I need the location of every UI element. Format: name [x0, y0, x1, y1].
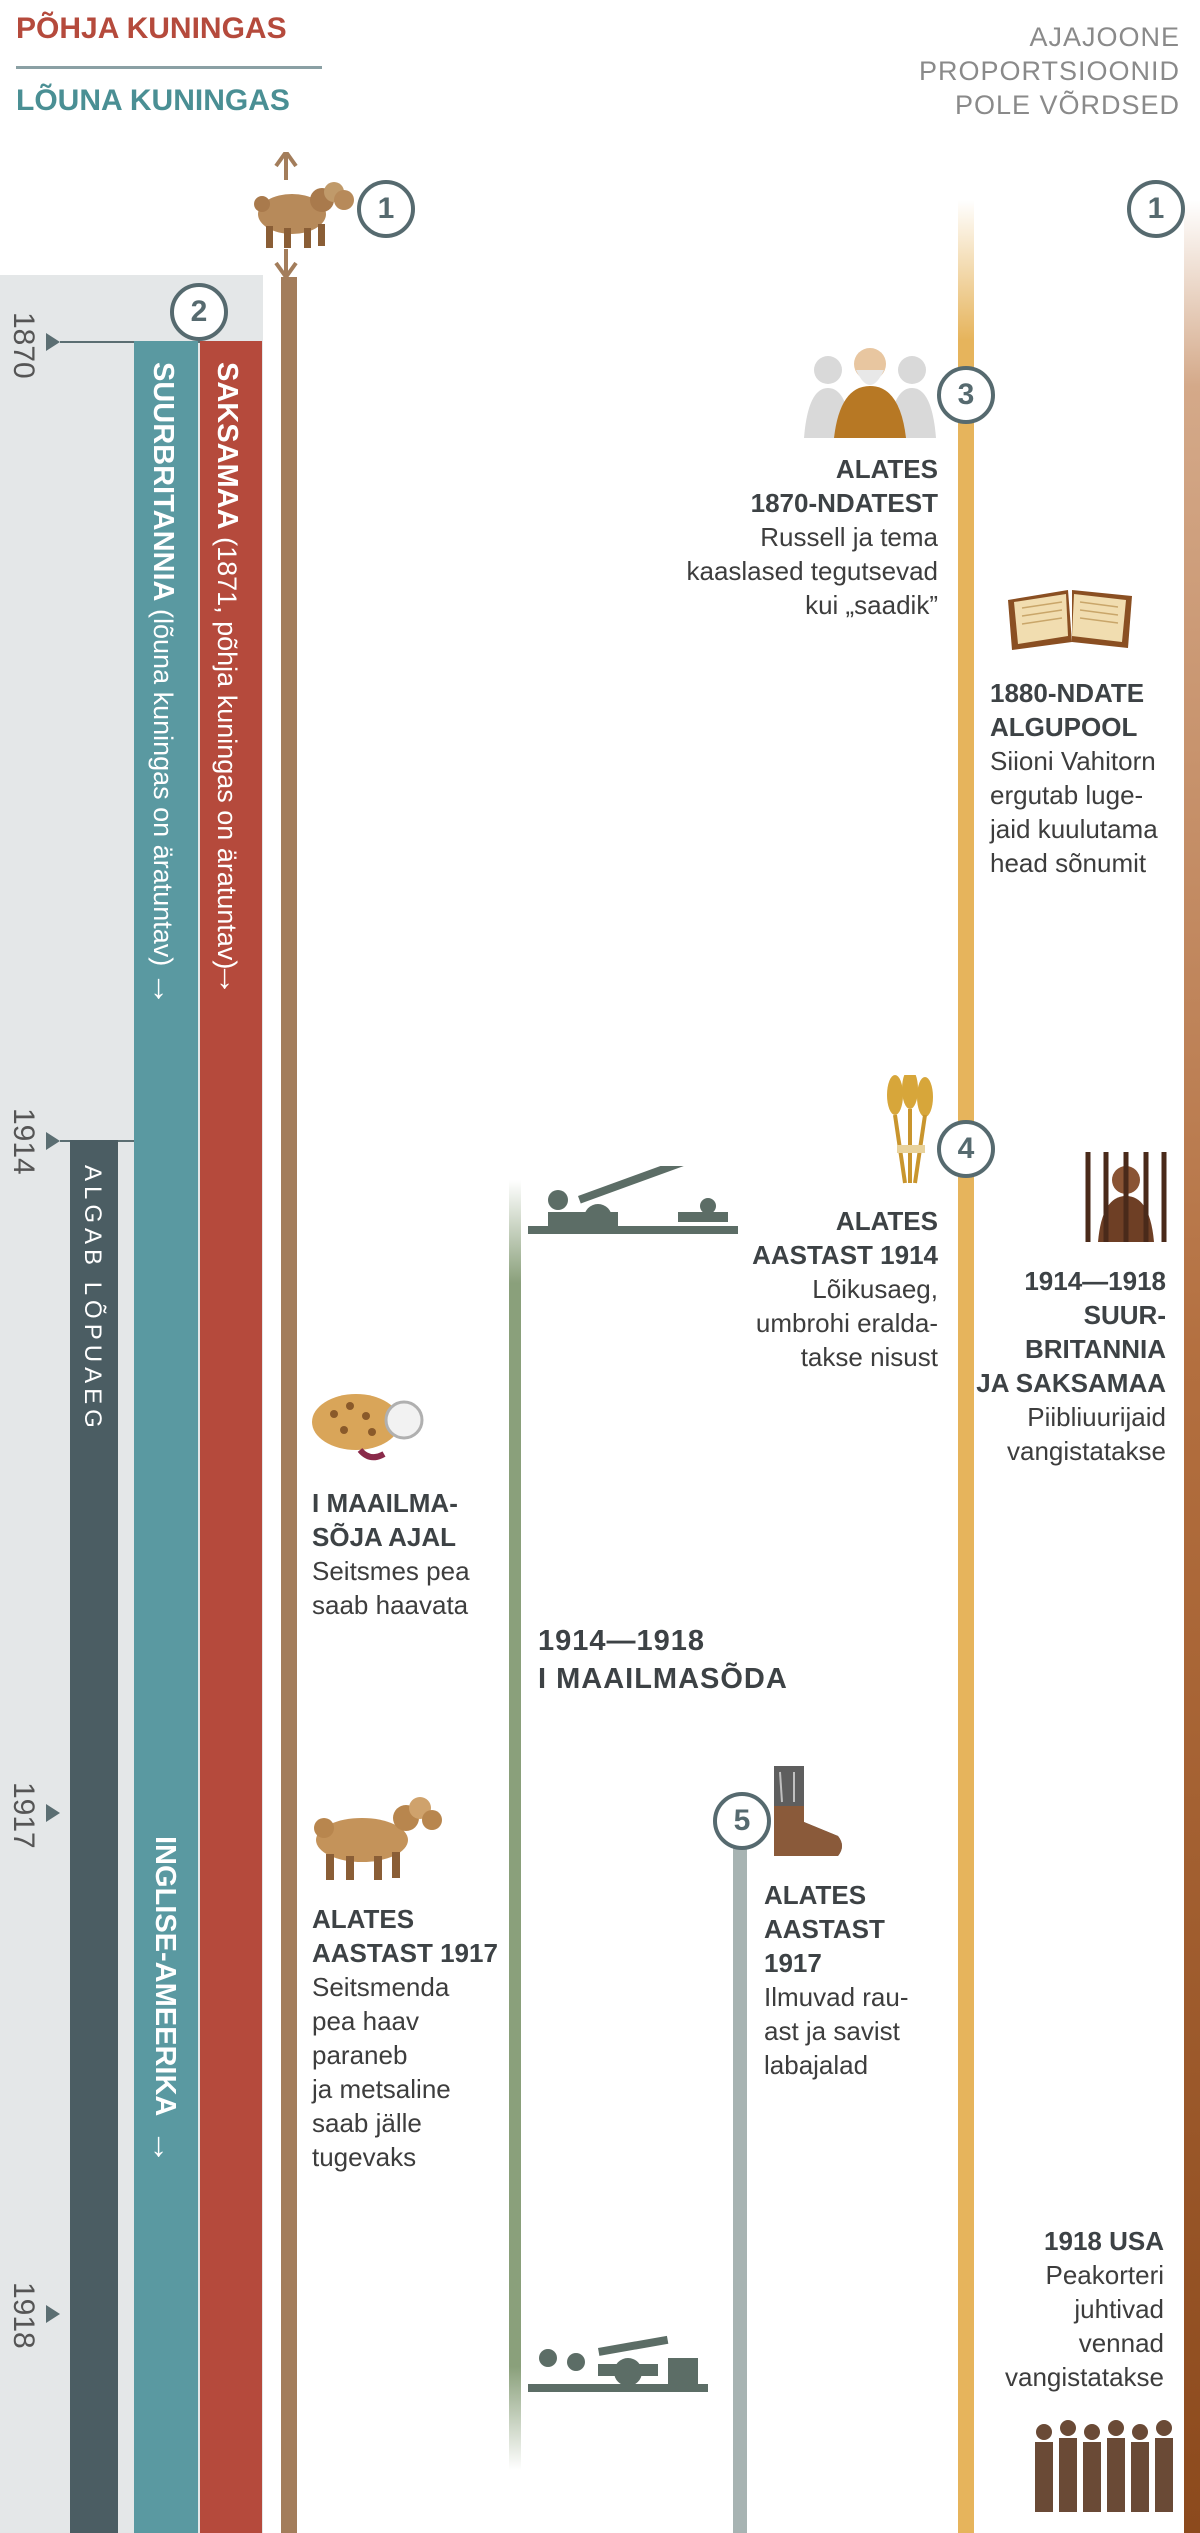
marker-4: 4 — [937, 1120, 995, 1178]
wounded-head-icon — [312, 1394, 424, 1461]
artillery-icon-2 — [528, 2335, 708, 2392]
arrow-down-icon: ↓ — [150, 968, 167, 1006]
right-timeline — [1184, 200, 1200, 2533]
open-bible-icon — [1008, 590, 1132, 650]
year-1918: 1918 — [7, 2282, 40, 2349]
headquarters-brothers-icon — [1035, 2420, 1173, 2512]
britain-band — [134, 341, 198, 2533]
arrow-down-icon: ↓ — [150, 2126, 167, 2164]
marker-3: 3 — [937, 366, 995, 424]
year-1917: 1917 — [7, 1782, 40, 1849]
year-1870: 1870 — [7, 312, 40, 379]
iron-clay-feet-icon — [774, 1766, 842, 1856]
event-imprisoned-uk-germany: 1914—1918 SUUR- BRITANNIA JA SAKSAMAA Pi… — [976, 1266, 1166, 1466]
event-wound: I MAAILMA- SÕJA AJAL Seitsmes pea saab h… — [312, 1488, 470, 1620]
wheat-sheaf-icon — [887, 1075, 933, 1184]
anointed-timeline — [958, 200, 974, 2533]
britain-band-label: SUURBRITANNIA (lõuna kuningas on äratunt… — [147, 362, 179, 967]
germany-band-label: SAKSAMAA (1871, põhja kuningas on äratun… — [211, 362, 243, 970]
year-tick — [46, 2305, 60, 2323]
event-harvest: ALATES AASTAST 1914 Lõikusaeg, umbrohi e… — [752, 1206, 938, 1372]
prisoner-icon — [1085, 1152, 1167, 1242]
end-time-label: ALGAB LÕPUAEG — [79, 1165, 106, 1433]
wild-beast-icon — [254, 152, 354, 277]
marker-1: 1 — [357, 180, 415, 238]
event-healed: ALATES AASTAST 1917 Seitsmenda pea haav … — [312, 1904, 498, 2172]
anglo-american-label: INGLISE-AMEERIKA — [149, 1836, 181, 2117]
russell-portrait-icon — [804, 348, 936, 438]
arrow-down-icon: ↓ — [216, 958, 233, 996]
marker-2: 2 — [170, 283, 228, 341]
year-tick — [46, 1132, 60, 1150]
germany-band — [200, 341, 262, 2533]
end-time-band — [70, 1140, 118, 2533]
year-1914: 1914 — [7, 1108, 40, 1175]
event-ww1: 1914—1918 I MAAILMASÕDA — [538, 1625, 788, 1695]
scale-note: AJAJOONE PROPORTSIOONID POLE VÕRDSED — [918, 22, 1180, 120]
event-russell: ALATES 1870-NDATEST Russell ja tema kaas… — [686, 454, 938, 620]
healed-beast-icon — [314, 1797, 442, 1880]
legend-king-north: PÕHJA KUNINGAS — [16, 12, 287, 45]
beast-timeline — [281, 277, 297, 2533]
year-tick — [46, 333, 60, 351]
event-feet: ALATES AASTAST 1917 Ilmuvad rau- ast ja … — [764, 1880, 909, 2080]
event-usa: 1918 USA Peakorteri juhtivad vennad vang… — [1005, 2226, 1164, 2392]
year-tick — [46, 1804, 60, 1822]
legend-king-south: LÕUNA KUNINGAS — [16, 84, 290, 117]
marker-1-right: 1 — [1127, 180, 1185, 238]
legend-divider — [16, 66, 322, 69]
event-watchtower: 1880-NDATE ALGUPOOL Siioni Vahitorn ergu… — [990, 678, 1158, 878]
marker-5: 5 — [713, 1792, 771, 1850]
artillery-icon — [528, 1166, 738, 1234]
ww1-timeline — [509, 1180, 521, 2470]
feet-timeline — [733, 1836, 747, 2533]
